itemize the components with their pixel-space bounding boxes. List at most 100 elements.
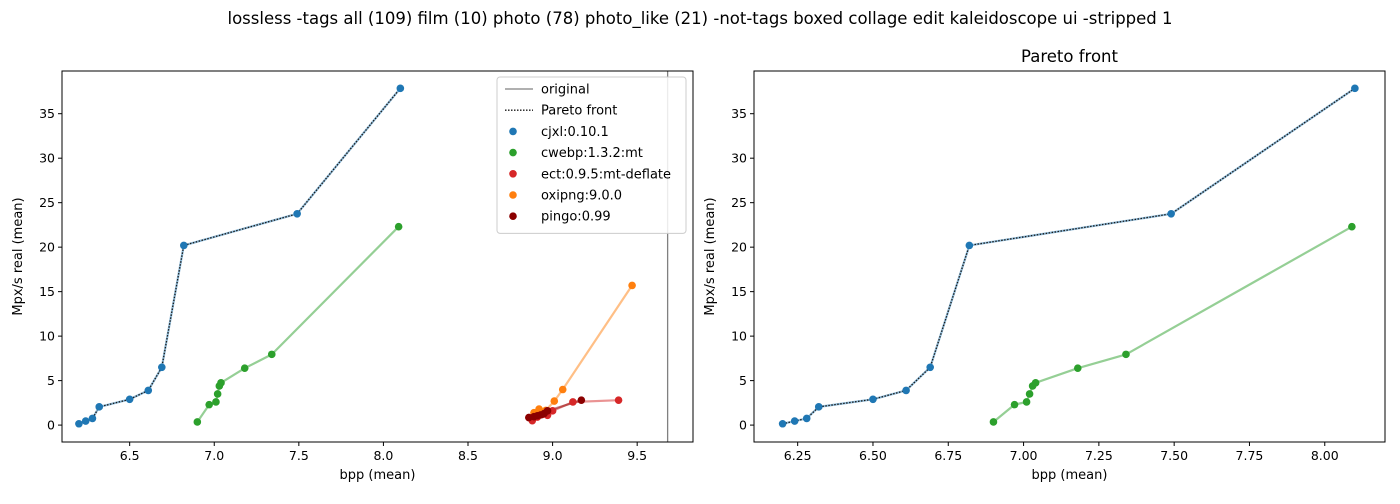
legend: original Pareto front cjxl:0.10.1 cwebp:1.3… (496, 76, 687, 234)
legend-label-cwebp: cwebp:1.3.2:mt (541, 146, 643, 161)
x-tick-label: 6.50 (859, 448, 887, 463)
point-cwebp-6 (1073, 364, 1082, 372)
y-tick-label: 10 (731, 329, 747, 344)
y-tick-label: 5 (47, 373, 55, 388)
point-cjxl-3 (95, 403, 104, 411)
y-tick-label: 15 (39, 284, 55, 299)
legend-box (496, 76, 687, 234)
y-tick-label: 30 (39, 151, 55, 166)
point-cwebp-0 (193, 418, 202, 426)
y-tick-label: 5 (739, 373, 747, 388)
series-line-cwebp (992, 225, 1353, 423)
x-tick-label: 7.25 (1085, 448, 1113, 463)
x-tick-label: 6.75 (934, 448, 962, 463)
point-cwebp-8 (394, 222, 403, 231)
point-cjxl-2 (88, 414, 97, 423)
series-line-cjxl (78, 87, 402, 425)
x-axis-label: bpp (mean) (1032, 468, 1108, 483)
right-plot: 6.25 6.50 6.75 7.00 7.25 7.50 7.75 8.00 0 5 10 15 20… (703, 47, 1386, 483)
point-cwebp-1 (205, 400, 213, 409)
x-tick-label: 9.0 (543, 448, 563, 463)
x-tick-label: 7.5 (289, 448, 309, 463)
x-tick-label: 9.5 (627, 448, 647, 463)
point-cjxl-6 (926, 363, 934, 372)
point-cjxl-9 (396, 84, 405, 93)
legend-swatch-pingo (509, 212, 517, 220)
point-cwebp-7 (1122, 350, 1130, 359)
point-cjxl-1 (790, 417, 799, 425)
point-oxipng-3 (550, 397, 559, 405)
x-tick-label: 8.00 (1311, 448, 1339, 463)
legend-swatch-cwebp (509, 148, 517, 157)
x-tick-label: 6.25 (784, 448, 812, 463)
legend-label-oxipng: oxipng:9.0.0 (541, 189, 622, 204)
point-cjxl-4 (125, 395, 134, 404)
x-tick-label: 7.0 (204, 448, 224, 463)
x-tick-label: 6.5 (120, 448, 140, 463)
point-cwebp-2 (212, 398, 220, 406)
point-cjxl-8 (293, 209, 301, 218)
point-pingo-6 (577, 396, 586, 404)
y-tick-label: 25 (39, 195, 55, 210)
x-axis-label: bpp (mean) (340, 468, 416, 483)
left-plot: 6.5 7.0 7.5 8.0 8.5 9.0 9.5 0 5 10 15 20 25 30 35 bpp (… (11, 70, 694, 483)
y-tick-label: 15 (731, 284, 747, 299)
point-cwebp-5 (217, 379, 225, 387)
point-cjxl-7 (180, 241, 188, 250)
point-cjxl-4 (869, 395, 877, 404)
y-tick-label: 35 (39, 106, 55, 121)
x-tick-label: 7.75 (1236, 448, 1264, 463)
point-cjxl-3 (814, 403, 823, 411)
point-ect-7 (614, 396, 623, 404)
legend-swatch-oxipng (509, 191, 517, 199)
pareto-front-line (78, 87, 401, 425)
legend-label-ect: ect:0.9.5:mt-deflate (541, 167, 671, 182)
y-tick-label: 20 (731, 240, 747, 255)
y-tick-label: 10 (39, 329, 55, 344)
subplot-title: Pareto front (1021, 47, 1118, 66)
point-oxipng-5 (628, 281, 636, 290)
point-cwebp-6 (240, 364, 249, 372)
point-cjxl-0 (75, 419, 83, 428)
x-tick-label: 8.5 (458, 448, 478, 463)
legend-original-label: original (541, 83, 590, 98)
point-oxipng-1 (535, 405, 543, 413)
series-line-cjxl (782, 87, 1356, 425)
y-tick-label: 0 (47, 418, 55, 433)
y-tick-label: 0 (739, 418, 747, 433)
point-pingo-5 (543, 407, 552, 415)
figure-suptitle: lossless -tags all (109) film (10) photo… (227, 9, 1172, 29)
x-tick-label: 7.50 (1160, 448, 1188, 463)
point-cjxl-5 (902, 386, 910, 395)
y-tick-label: 25 (731, 195, 747, 210)
legend-swatch-ect (509, 170, 517, 178)
y-tick-label: 30 (731, 151, 747, 166)
y-axis-label: Mpx/s real (mean) (11, 197, 26, 315)
point-cjxl-1 (81, 417, 90, 425)
point-cjxl-9 (1351, 84, 1359, 93)
point-cwebp-5 (1031, 379, 1040, 387)
point-cjxl-2 (802, 414, 811, 423)
point-ect-6 (569, 398, 577, 406)
x-tick-label: 8.0 (373, 448, 393, 463)
axes-frame (753, 70, 1386, 443)
point-cjxl-6 (158, 363, 166, 372)
axes-frame (61, 70, 694, 443)
point-cwebp-2 (1022, 398, 1031, 406)
series-line-oxipng (533, 284, 634, 414)
point-cjxl-7 (965, 241, 974, 250)
point-cwebp-7 (267, 350, 276, 359)
point-cwebp-3 (213, 390, 222, 398)
point-cwebp-8 (1348, 222, 1356, 231)
y-axis-label: Mpx/s real (mean) (703, 197, 718, 315)
y-tick-label: 35 (731, 106, 747, 121)
point-oxipng-4 (558, 385, 567, 394)
legend-pareto-label: Pareto front (541, 104, 617, 119)
legend-label-cjxl: cjxl:0.10.1 (541, 125, 609, 140)
x-tick-label: 7.00 (1010, 448, 1038, 463)
point-cwebp-1 (1010, 400, 1019, 409)
series-line-cwebp (196, 225, 400, 423)
legend-label-pingo: pingo:0.99 (541, 210, 611, 225)
pareto-front-line (782, 87, 1356, 425)
